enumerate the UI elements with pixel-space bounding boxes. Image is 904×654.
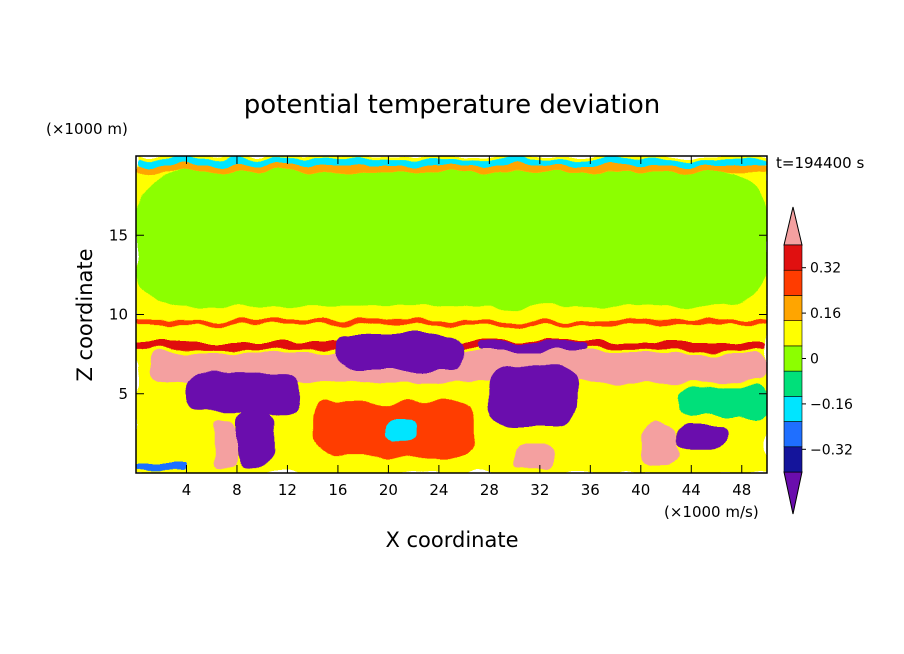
contour-regions	[136, 156, 767, 473]
colorbar-segment	[783, 446, 803, 473]
colorbar-segment	[783, 269, 803, 296]
x-tick-label: 24	[429, 481, 448, 499]
x-axis-label: X coordinate	[385, 528, 518, 552]
contour-region	[640, 425, 679, 466]
x-tick-label: 44	[682, 481, 701, 499]
contour-region	[337, 333, 465, 370]
contour-region	[136, 159, 767, 166]
colorbar-label: −0.32	[810, 442, 853, 458]
colorbar-segment	[783, 396, 803, 422]
contour-plot-area	[136, 156, 767, 473]
contour-region	[489, 365, 578, 426]
time-label: t=194400 s	[776, 154, 864, 172]
colorbar-label: 0.16	[810, 306, 841, 322]
colorbar-segment	[783, 320, 803, 347]
colorbar-label: 0	[810, 352, 819, 368]
contour-region	[678, 385, 767, 418]
x-tick-label: 36	[581, 481, 600, 499]
x-tick-label: 12	[278, 481, 297, 499]
contour-region	[136, 165, 767, 172]
y-unit-label: (×1000 m)	[46, 120, 128, 138]
colorbar: 0.32 0.16 0 −0.16 −0.32	[783, 206, 853, 515]
y-tick-label: 15	[109, 226, 128, 244]
contour-region	[388, 417, 414, 442]
colorbar-segment	[783, 370, 803, 397]
chart-title: potential temperature deviation	[244, 90, 660, 120]
x-tick-label: 4	[182, 481, 192, 499]
x-axis-ticks: 4 8 12 16 20 24 28 32 36 40 44 48	[182, 156, 751, 499]
x-tick-label: 32	[530, 481, 549, 499]
x-tick-label: 48	[732, 481, 751, 499]
y-tick-label: 10	[109, 306, 128, 324]
x-tick-label: 28	[480, 481, 499, 499]
y-axis-label: Z coordinate	[73, 248, 97, 381]
colorbar-segment	[783, 345, 803, 372]
colorbar-segment	[783, 244, 803, 271]
x-tick-label: 20	[379, 481, 398, 499]
x-tick-label: 40	[631, 481, 650, 499]
x-tick-label: 16	[328, 481, 347, 499]
contour-region	[678, 425, 730, 450]
colorbar-extend-top	[783, 206, 803, 246]
colorbar-extend-bottom	[783, 471, 803, 515]
x-tick-label: 8	[232, 481, 242, 499]
colorbar-segment	[783, 421, 803, 448]
y-tick-label: 5	[118, 385, 128, 403]
contour-region	[476, 343, 591, 353]
contour-region	[136, 463, 187, 470]
contour-region	[211, 422, 237, 469]
contour-region	[186, 373, 301, 413]
colorbar-label: −0.16	[810, 397, 853, 413]
x-unit-label: (×1000 m/s)	[664, 503, 759, 521]
contour-region	[136, 171, 767, 307]
contour-region	[236, 409, 275, 466]
contour-region	[514, 444, 553, 469]
colorbar-segment	[783, 295, 803, 321]
colorbar-label: 0.32	[810, 261, 841, 277]
contour-region	[136, 320, 767, 326]
y-axis-ticks: 5 10 15	[109, 226, 767, 403]
